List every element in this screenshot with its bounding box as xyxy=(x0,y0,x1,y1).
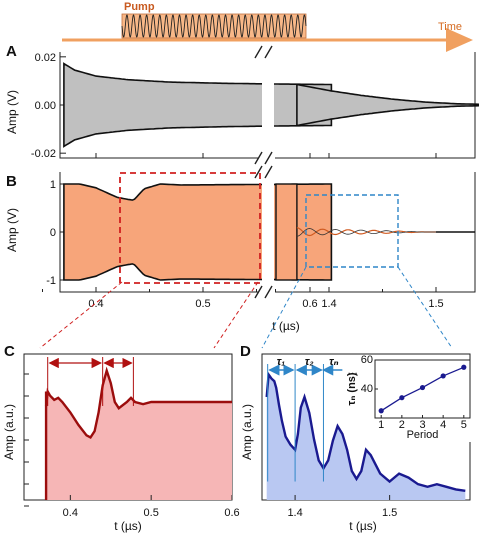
connector-d-right xyxy=(397,266,453,349)
signal-area xyxy=(46,370,232,500)
panel-letter-b: B xyxy=(6,173,17,190)
panel-a: A Amp (V) 0.02 0.00 -0.02 xyxy=(5,43,479,165)
panel-letter-c: C xyxy=(4,343,15,360)
axis-break xyxy=(254,285,273,299)
inset-y-tick-label: 40 xyxy=(361,383,373,395)
panel-a-ylabel: Amp (V) xyxy=(5,90,19,134)
x-tick-label: 0.4 xyxy=(88,298,103,310)
panel-a-plot: 0.02 0.00 -0.02 xyxy=(31,45,479,165)
x-tick-label: 0.6 xyxy=(302,298,317,310)
y-tick-label: -0.02 xyxy=(31,148,56,160)
tau-ellipsis: … xyxy=(347,365,358,377)
inset-point xyxy=(440,373,446,379)
axis-frame xyxy=(59,52,476,159)
panel-letter-d: D xyxy=(240,343,251,360)
zoom-box-d xyxy=(305,194,399,268)
tau-label: τₙ xyxy=(329,356,339,368)
inset-x-tick-label: 1 xyxy=(378,419,384,431)
x-tick-label: 1.4 xyxy=(321,298,336,310)
ringing-trace-mirror xyxy=(296,228,436,237)
panel-letter-a: A xyxy=(6,43,17,60)
axis-break-top xyxy=(254,165,273,179)
connector-c-left xyxy=(39,281,123,349)
inset-point xyxy=(378,408,384,414)
panel-b-ylabel: Amp (V) xyxy=(5,208,19,252)
panel-b-xlabel: t (µs) xyxy=(272,319,300,333)
inset-point xyxy=(399,395,405,401)
signal-area-right xyxy=(296,83,479,127)
axis-frame xyxy=(59,172,476,293)
panel-d-inset: 1 2 3 4 5 40 60 Period τₙ (ns) xyxy=(346,354,474,442)
panel-d-plot: 1.4 1.5 τ₁ τ₂ τₙ … xyxy=(261,353,471,519)
tau-label: τ₂ xyxy=(305,356,314,368)
panel-c-xlabel: t (µs) xyxy=(114,519,142,533)
panel-d-xlabel: t (µs) xyxy=(349,519,377,533)
inset-y-tick-label: 60 xyxy=(361,354,373,366)
x-tick-label: 1.5 xyxy=(382,507,397,519)
signal-area xyxy=(266,374,466,500)
pump-label: Pump xyxy=(124,1,155,13)
y-tick-label: 0.00 xyxy=(35,100,56,112)
pump-waveform xyxy=(121,14,307,38)
panel-d-ylabel: Amp (a.u.) xyxy=(240,404,254,460)
x-tick-label: 0.4 xyxy=(63,507,78,519)
y-tick-label: 0 xyxy=(50,227,56,239)
inset-x-tick-label: 4 xyxy=(440,419,446,431)
inset-point xyxy=(419,384,426,391)
axis-break-top xyxy=(254,45,273,59)
panel-c-ylabel: Amp (a.u.) xyxy=(2,404,16,460)
inset-x-tick-label: 2 xyxy=(399,419,405,431)
connector-d-left xyxy=(261,266,307,349)
panel-c: C Amp (a.u.) t (µs) 0.4 0.5 0.6 xyxy=(2,343,240,533)
signal-area-left xyxy=(63,62,333,148)
panel-b: B Amp (V) t (µs) 10-10.30.40.50.61.41.51… xyxy=(5,165,476,333)
panel-d: D Amp (a.u.) t (µs) 1.4 1.5 τ₁ τ₂ τₙ … 1 2 3 4 5 4… xyxy=(240,343,474,533)
y-tick-label: 1 xyxy=(50,179,56,191)
x-tick-label: 1.5 xyxy=(428,298,443,310)
signal-area-right xyxy=(275,183,298,281)
inset-x-tick-label: 3 xyxy=(419,419,425,431)
inset-point xyxy=(461,364,467,370)
x-tick-label: 0.5 xyxy=(144,507,159,519)
zoom-connectors xyxy=(39,266,453,349)
break-gap xyxy=(262,60,274,150)
x-tick-label: 0.5 xyxy=(195,298,210,310)
inset-ylabel: τₙ (ns) xyxy=(346,372,358,405)
time-label: Time xyxy=(438,21,462,33)
y-tick-label: -1 xyxy=(46,275,56,287)
break-gap xyxy=(262,180,274,284)
signal-line xyxy=(265,371,466,492)
x-tick-label: 1.4 xyxy=(287,507,302,519)
panel-c-plot: 0.4 0.5 0.6 xyxy=(23,353,240,519)
timeline-header: Pump Time xyxy=(62,1,473,52)
tau-label: τ₁ xyxy=(277,356,285,368)
panel-b-plot: 10-10.30.40.50.61.41.51.6 xyxy=(42,165,476,310)
axis-break xyxy=(254,151,273,165)
inset-xlabel: Period xyxy=(407,429,439,441)
zoom-box-c xyxy=(119,172,261,284)
ringing-trace xyxy=(296,227,436,237)
y-tick-label: 0.02 xyxy=(35,52,56,64)
connector-c-right xyxy=(213,281,259,349)
x-tick-label: 0.6 xyxy=(224,507,239,519)
inset-background xyxy=(371,360,474,442)
inset-x-tick-label: 5 xyxy=(461,419,467,431)
